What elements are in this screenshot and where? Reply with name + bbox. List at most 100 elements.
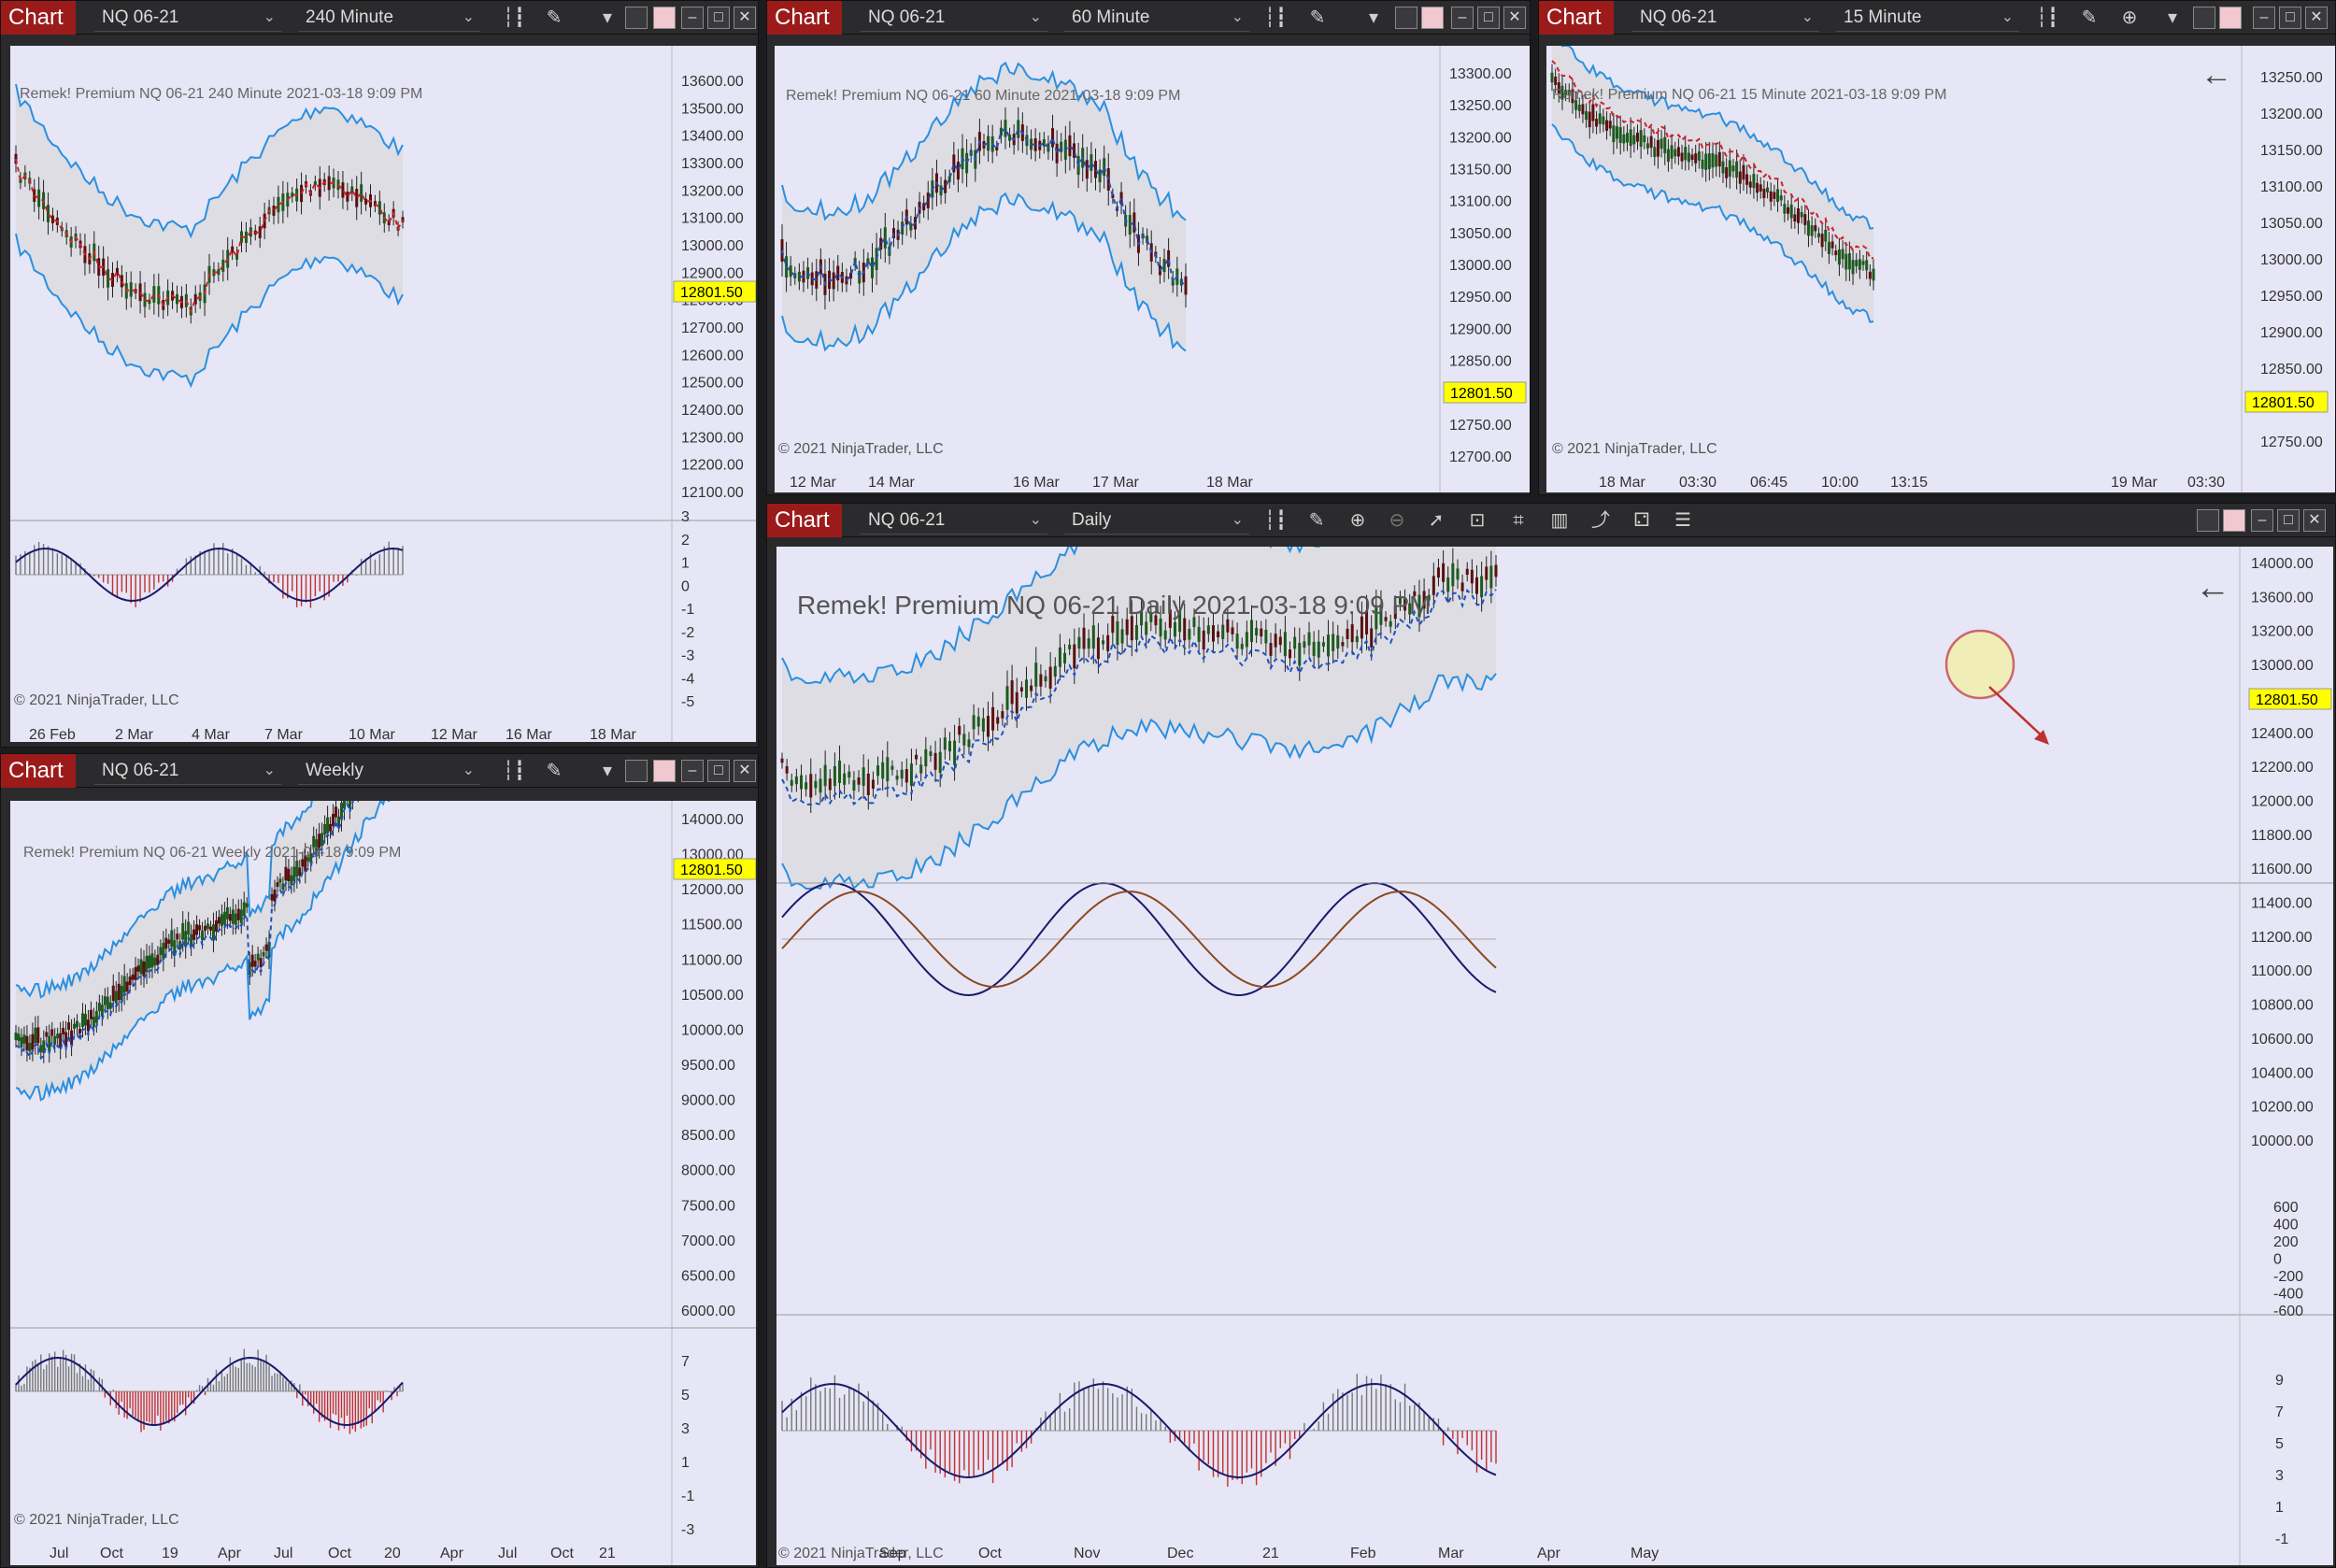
drawing-tool-icon[interactable]: ✎ <box>546 7 563 28</box>
price-tick-label: 13200.00 <box>2260 107 2323 122</box>
back-arrow-icon[interactable]: ← <box>2201 57 2232 93</box>
properties-icon[interactable]: ☰ <box>1674 510 1691 531</box>
interval-selector[interactable]: Weekly ⌄ <box>298 757 480 785</box>
price-badge: 12801.50 <box>2256 692 2318 708</box>
candle-body <box>1810 225 1814 236</box>
candle-body <box>350 186 354 194</box>
data-box-icon[interactable]: ⊡ <box>1469 510 1486 531</box>
candle-body <box>1656 139 1659 157</box>
maximize-button[interactable]: □ <box>1477 7 1500 29</box>
link-pink-button[interactable] <box>653 7 676 29</box>
zoom-in-icon[interactable]: ⊕ <box>1349 510 1366 531</box>
instrment-selector[interactable]: NQ 06-21 ⌄ <box>861 4 1047 32</box>
link-pink-button[interactable] <box>653 760 676 782</box>
chart-window-240min[interactable]: Chart NQ 06-21 ⌄ 240 Minute ⌄ ┆┇ ✎ ▾ – □ ✕… <box>0 0 759 748</box>
bar-type-icon[interactable]: ┆┇ <box>1263 510 1288 531</box>
close-button[interactable]: ✕ <box>734 7 756 29</box>
minimize-button[interactable]: – <box>681 7 704 29</box>
osc-signal-line <box>15 1356 404 1426</box>
pointer-icon[interactable]: ➚ <box>1428 510 1445 531</box>
dropdown-arrow-icon[interactable]: ▾ <box>1368 7 1379 28</box>
close-button[interactable]: ✕ <box>2303 509 2326 532</box>
date-tick-label: 16 Mar <box>1013 475 1060 491</box>
upper-band-line <box>15 83 404 239</box>
instrument-selector[interactable]: NQ 06-21 ⌄ <box>94 4 281 32</box>
dropdown-arrow-icon[interactable]: ▾ <box>602 761 613 781</box>
candle-body <box>193 293 197 305</box>
instrument-selector[interactable]: NQ 06-21 ⌄ <box>94 757 281 785</box>
price-panel[interactable]: Remek! Premium NQ 06-21 15 Minute 2021-0… <box>1546 46 2335 492</box>
price-tick-label: 12600.00 <box>681 348 744 363</box>
chart-tab[interactable]: Chart <box>1 1 76 35</box>
drawing-tool-icon[interactable]: ✎ <box>2081 7 2098 28</box>
interval-selector[interactable]: 15 Minute ⌄ <box>1836 4 2019 32</box>
indicators-icon[interactable]: ▥ <box>1550 510 1569 531</box>
candle-body <box>1303 641 1306 648</box>
minimize-button[interactable]: – <box>2253 7 2275 29</box>
bar-type-icon[interactable]: ┆┇ <box>502 761 526 781</box>
price-tick-label: 12000.00 <box>681 882 744 898</box>
osc-signal-line <box>15 548 404 603</box>
candle-body <box>871 779 875 790</box>
drawing-tool-icon[interactable]: ✎ <box>1308 510 1325 531</box>
price-tick-label: 13300.00 <box>681 156 744 172</box>
link-grey-button[interactable] <box>1395 7 1417 29</box>
interval-selector[interactable]: 60 Minute ⌄ <box>1064 4 1249 32</box>
link-grey-button[interactable] <box>625 7 648 29</box>
maximize-button[interactable]: □ <box>2277 509 2300 532</box>
link-pink-button[interactable] <box>2223 509 2245 532</box>
zoom-out-icon[interactable]: ⊖ <box>1389 510 1405 531</box>
close-button[interactable]: ✕ <box>734 760 756 782</box>
link-grey-button[interactable] <box>625 760 648 782</box>
dropdown-arrow-icon[interactable]: ▾ <box>2167 7 2178 28</box>
chart-window-60min[interactable]: Chart NQ 06-21 ⌄ 60 Minute ⌄ ┆┇ ✎ ▾ – □ ✕ … <box>766 0 1531 495</box>
zoom-in-icon[interactable]: ⊕ <box>2121 7 2138 28</box>
bar-type-icon[interactable]: ┆┇ <box>2035 7 2059 28</box>
back-arrow-icon[interactable]: ← <box>2195 568 2230 607</box>
minimize-button[interactable]: – <box>2251 509 2273 532</box>
bar-type-icon[interactable]: ┆┇ <box>502 7 526 28</box>
price-panel[interactable]: Remek! Premium NQ 06-21 Weekly 2021-03-1… <box>10 801 756 1565</box>
dropdown-arrow-icon[interactable]: ▾ <box>602 7 613 28</box>
chart-window-15min[interactable]: Chart NQ 06-21 ⌄ 15 Minute ⌄ ┆┇ ✎ ⊕ ▾ – □ … <box>1538 0 2336 495</box>
bar-type-icon[interactable]: ┆┇ <box>1263 7 1288 28</box>
link-pink-button[interactable] <box>2219 7 2242 29</box>
price-panel[interactable]: Remek! Premium NQ 06-21 Daily 2021-03-18… <box>776 547 2333 1565</box>
drawing-tool-icon[interactable]: ✎ <box>1309 7 1326 28</box>
close-button[interactable]: ✕ <box>1503 7 1526 29</box>
chart-tab[interactable]: Chart <box>1 754 76 788</box>
price-tick-label: 12750.00 <box>1449 418 1512 434</box>
minimize-button[interactable]: – <box>681 760 704 782</box>
candle-body <box>891 228 895 238</box>
link-pink-button[interactable] <box>1421 7 1444 29</box>
instrument-selector[interactable]: NQ 06-21 ⌄ <box>1632 4 1819 32</box>
price-tick-label: 13200.00 <box>1449 130 1512 146</box>
link-grey-button[interactable] <box>2197 509 2219 532</box>
chart-tab[interactable]: Chart <box>767 1 842 35</box>
maximize-button[interactable]: □ <box>707 760 730 782</box>
date-tick-label: Oct <box>978 1546 1002 1561</box>
chart-window-daily[interactable]: Chart NQ 06-21 ⌄ Daily ⌄ ┆┇ ✎ ⊕ ⊖ ➚ ⊡ ⌗ ▥ … <box>766 503 2336 1568</box>
price-panel[interactable]: Remek! Premium NQ 06-21 240 Minute 2021-… <box>10 46 756 742</box>
candle-body <box>926 192 930 208</box>
date-tick-label: Oct <box>328 1546 351 1561</box>
candle-body <box>39 1045 43 1053</box>
price-line-icon[interactable]: ⤴ <box>1591 510 1610 531</box>
link-grey-button[interactable] <box>2193 7 2215 29</box>
chart-window-weekly[interactable]: Chart NQ 06-21 ⌄ Weekly ⌄ ┆┇ ✎ ▾ – □ ✕ Rem… <box>0 753 759 1568</box>
interval-selector[interactable]: Daily ⌄ <box>1064 506 1249 535</box>
instrument-selector[interactable]: NQ 06-21 ⌄ <box>861 506 1047 535</box>
minimize-button[interactable]: – <box>1451 7 1474 29</box>
maximize-button[interactable]: □ <box>2279 7 2301 29</box>
trend-line <box>15 801 359 1060</box>
strategies-icon[interactable]: ⌗ <box>1513 510 1524 531</box>
price-panel[interactable]: Remek! Premium NQ 06-21 60 Minute 2021-0… <box>775 46 1530 492</box>
templates-icon[interactable]: ⚁ <box>1633 510 1650 531</box>
candle-body <box>1019 687 1023 691</box>
close-button[interactable]: ✕ <box>2305 7 2328 29</box>
interval-selector[interactable]: 240 Minute ⌄ <box>298 4 480 32</box>
chart-tab[interactable]: Chart <box>767 504 842 537</box>
maximize-button[interactable]: □ <box>707 7 730 29</box>
chart-tab[interactable]: Chart <box>1539 1 1614 35</box>
drawing-tool-icon[interactable]: ✎ <box>546 761 563 781</box>
